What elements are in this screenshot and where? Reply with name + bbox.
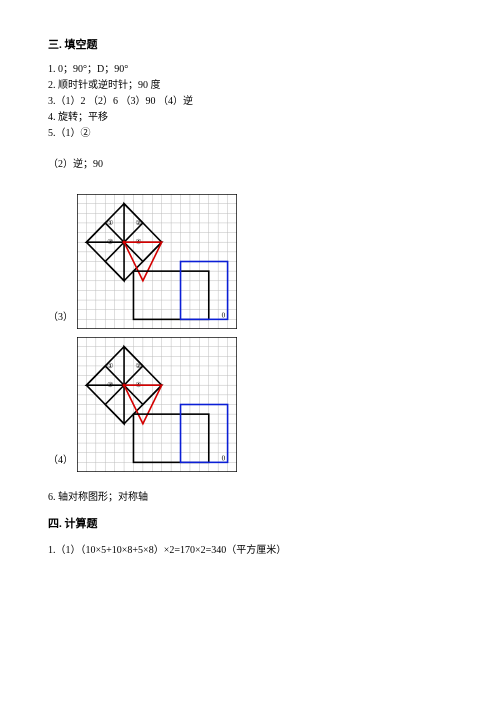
svg-text:0: 0	[222, 311, 226, 319]
svg-text:②: ②	[135, 362, 141, 370]
figure-4-svg: ①②③④0	[77, 337, 237, 472]
ans-3-4: 4. 旋转；平移	[48, 110, 452, 125]
svg-text:①: ①	[107, 362, 113, 370]
ans-3-1: 1. 0；90°；D；90°	[48, 62, 452, 77]
figure-3-svg: ①②③④0	[77, 194, 237, 329]
ans-3-5: 5.（1）②	[48, 126, 452, 141]
svg-text:①: ①	[107, 219, 113, 227]
ans-3-2: 2. 顺时针或逆时针；90 度	[48, 78, 452, 93]
svg-text:0: 0	[222, 454, 226, 462]
section-3-answers: 1. 0；90°；D；90° 2. 顺时针或逆时针；90 度 3.（1）2 （2…	[48, 62, 452, 141]
section-4-heading: 四. 计算题	[48, 515, 452, 531]
svg-text:②: ②	[135, 219, 141, 227]
svg-text:③: ③	[107, 238, 113, 246]
ans-3-6: 6. 轴对称图形；对称轴	[48, 488, 452, 503]
ans-3-5-2: （2）逆；90	[48, 155, 452, 170]
section-3-heading: 三. 填空题	[48, 36, 452, 52]
figure-3-wrap: （3） ①②③④0	[48, 194, 452, 329]
figure-4-wrap: （4） ①②③④0	[48, 337, 452, 472]
ans-3-3: 3.（1）2 （2）6 （3）90 （4）逆	[48, 94, 452, 109]
figure-3-label: （3）	[48, 308, 73, 329]
svg-text:③: ③	[107, 381, 113, 389]
figure-4-label: （4）	[48, 451, 73, 472]
ans-4-1: 1.（1）（10×5+10×8+5×8）×2=170×2=340（平方厘米）	[48, 541, 452, 556]
